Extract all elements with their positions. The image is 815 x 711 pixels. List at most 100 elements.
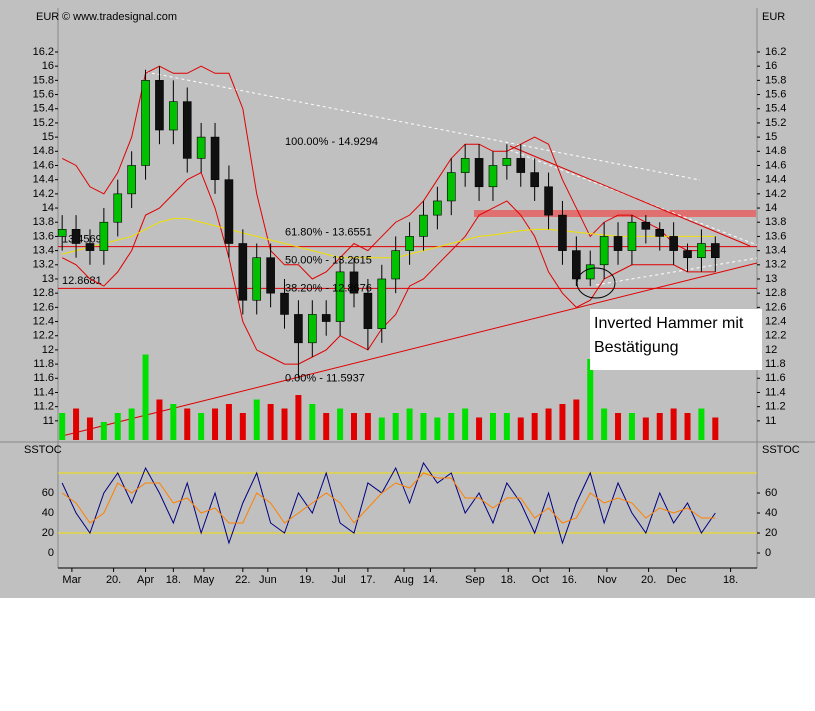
drawings: [61, 71, 758, 437]
volume-bar: [503, 413, 510, 440]
candle-body: [544, 186, 553, 216]
y-tick-label: 12.8: [33, 287, 54, 299]
candle-body: [474, 158, 484, 188]
candle-body: [335, 271, 345, 322]
y-tick-label: 13.2: [33, 259, 54, 271]
y-tick-label: 14.6: [33, 159, 54, 171]
candle-body: [558, 214, 567, 251]
trend-line: [509, 145, 751, 247]
volume-bar: [378, 417, 385, 440]
y-tick-label: 14.6: [765, 159, 786, 171]
candle-body: [57, 229, 67, 237]
volume-bar: [170, 404, 177, 440]
y-tick-label: 14.4: [765, 174, 786, 186]
candle-body: [697, 243, 706, 258]
candle-body: [669, 236, 678, 251]
volume-bar: [406, 408, 413, 440]
y-tick-label: 15.2: [765, 117, 786, 129]
volume-bar: [184, 408, 191, 440]
y-tick-label: 13.2: [765, 259, 786, 271]
volume-bar: [573, 399, 580, 440]
candle-body: [446, 172, 456, 202]
candle-body: [266, 257, 275, 294]
y-tick-label: 15: [765, 131, 777, 143]
y-tick-label: 12.2: [33, 330, 54, 342]
y-tick-label: 11.2: [33, 401, 54, 413]
volume-bar: [198, 413, 205, 440]
chart-background: [0, 0, 815, 598]
volume-bar: [142, 354, 149, 440]
y-tick-label: 40: [765, 507, 777, 519]
trend-line: [145, 71, 701, 181]
volume-bar: [684, 413, 691, 440]
left-unit: EUR: [36, 11, 59, 23]
fib-label: 38.20% - 12.8676: [285, 282, 372, 294]
y-tick-label: 13.4: [33, 245, 54, 257]
candle-body: [294, 314, 303, 344]
volume-bar: [364, 413, 371, 440]
x-tick-label: Jul: [332, 574, 346, 586]
y-tick-label: 14.2: [765, 188, 786, 200]
x-tick-label: 20.: [106, 574, 121, 586]
x-tick-label: Mar: [62, 574, 81, 586]
candle-body: [627, 221, 637, 251]
volume-bar: [267, 404, 274, 440]
volume-bar: [73, 408, 80, 440]
y-tick-label: 15.6: [765, 88, 786, 100]
volume-bar: [670, 408, 677, 440]
candle-body: [85, 243, 95, 251]
annotation: Inverted Hammer mit Bestätigung: [594, 315, 744, 356]
candle-body: [391, 250, 400, 280]
volume-bar: [323, 413, 330, 440]
fib-label: 0.00% - 11.5937: [285, 373, 365, 385]
volume-bar: [420, 413, 427, 440]
volume-bar: [462, 408, 469, 440]
right-unit: EUR: [762, 11, 785, 23]
x-tick-label: 18.: [166, 574, 181, 586]
volume-bar: [350, 413, 357, 440]
candle-body: [321, 314, 331, 322]
volume-bar: [281, 408, 288, 440]
x-tick-label: 19.: [299, 574, 314, 586]
candle-body: [196, 136, 206, 159]
band-line: [61, 65, 716, 280]
candle-body: [182, 101, 192, 159]
x-tick-label: 16.: [562, 574, 577, 586]
candle-body: [113, 193, 123, 223]
candle-body: [127, 165, 136, 195]
y-tick-label: 60: [42, 487, 54, 499]
x-tick-label: Apr: [137, 574, 154, 586]
candle-body: [613, 236, 623, 251]
candle-body: [516, 158, 526, 173]
candle-body: [460, 158, 470, 173]
candle-body: [71, 229, 81, 244]
y-tick-label: 11.4: [765, 386, 786, 398]
x-tick-label: 14.: [423, 574, 438, 586]
candle-body: [155, 80, 164, 131]
y-tick-label: 14: [42, 202, 54, 214]
x-tick-label: Dec: [667, 574, 687, 586]
candle-body: [683, 250, 692, 258]
candle-body: [377, 278, 387, 329]
stoch-line: [61, 472, 716, 524]
candle-body: [599, 236, 609, 266]
y-tick-label: 11.8: [765, 358, 786, 370]
band-line: [61, 171, 716, 365]
volume-bar: [531, 413, 538, 440]
volume-bar: [392, 413, 399, 440]
candle-body: [280, 292, 289, 315]
candle-body: [419, 214, 428, 237]
volume-bar: [86, 417, 93, 440]
y-tick-label: 13.6: [33, 230, 54, 242]
volume-bar: [545, 408, 552, 440]
fib-label: 50.00% - 13.2615: [285, 254, 372, 266]
volume-bar: [628, 413, 635, 440]
volume-bar: [587, 359, 594, 440]
y-tick-label: 11.2: [765, 401, 786, 413]
x-tick-label: 17.: [360, 574, 375, 586]
x-tick-label: Oct: [532, 574, 549, 586]
candle-body: [711, 243, 720, 258]
volume-bar: [656, 413, 663, 440]
volume-bar: [59, 413, 66, 440]
y-tick-label: 12: [42, 344, 54, 356]
